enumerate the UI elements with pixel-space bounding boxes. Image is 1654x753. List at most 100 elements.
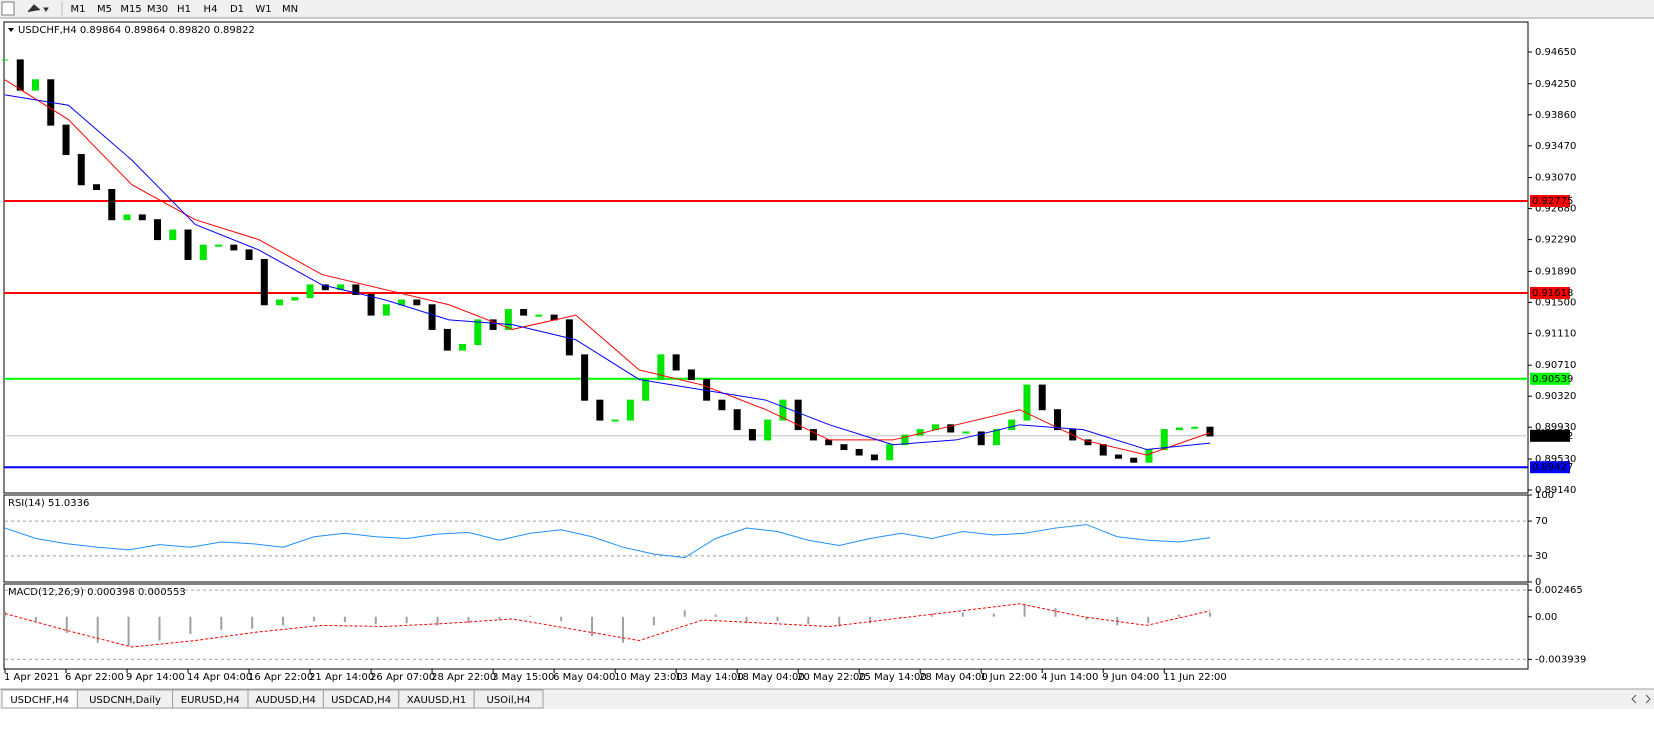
macd-bar (930, 613, 933, 617)
candle (291, 297, 299, 301)
macd-bar (189, 616, 192, 635)
candle (16, 59, 24, 91)
macd-bar (343, 616, 346, 623)
x-tick-label: 21 Apr 14:00 (309, 672, 374, 683)
candle (215, 244, 223, 247)
candle (1053, 409, 1061, 431)
candle (260, 258, 268, 306)
candle (93, 184, 101, 191)
x-tick-label: 9 Jun 04:00 (1102, 672, 1159, 683)
macd-bar (1147, 616, 1150, 624)
macd-bar (714, 614, 717, 617)
x-tick-label: 10 May 23:00 (614, 672, 683, 683)
timeframe-button[interactable]: M15 (120, 4, 141, 15)
macd-signal (4, 603, 1211, 648)
timeframe-button[interactable]: M30 (147, 4, 168, 15)
macd-bar (312, 616, 315, 622)
macd-bar (96, 616, 99, 643)
macd-header: MACD(12,26,9) 0.000398 0.000553 (8, 587, 186, 598)
level-label-bg (1530, 372, 1570, 385)
macd-bar (1209, 612, 1211, 617)
y-tick-label: 0.89530 (1535, 454, 1576, 465)
candle (443, 328, 451, 351)
x-tick-label: 6 May 04:00 (553, 672, 615, 683)
level-label: 0.91618 (1532, 288, 1573, 299)
y-tick-label: 0.94650 (1535, 47, 1576, 58)
tab-label[interactable]: USDCHF,H4 (10, 695, 69, 706)
toolbar (0, 0, 1654, 18)
candle (794, 399, 802, 431)
tab-scroll[interactable] (1631, 694, 1651, 704)
candle (413, 299, 421, 306)
macd-frame (3, 583, 1529, 670)
y-tick-label: 0.92680 (1535, 204, 1576, 215)
main-chart-frame (3, 21, 1529, 494)
macd-bar (220, 616, 223, 630)
level-label-bg (1530, 195, 1570, 208)
timeframe-button[interactable]: MN (282, 4, 298, 15)
y-tick-label: 0.93070 (1535, 173, 1576, 184)
candle (748, 429, 756, 441)
candle (1114, 454, 1122, 459)
candle (352, 284, 360, 295)
candle (1160, 429, 1168, 450)
candle (123, 214, 131, 221)
x-tick-label: 3 May 15:00 (492, 672, 554, 683)
tab-label[interactable]: EURUSD,H4 (181, 695, 240, 706)
timeframe-button[interactable]: D1 (230, 4, 244, 15)
level-label: 0.89427 (1532, 462, 1573, 473)
y-tick-label: 0.93860 (1535, 110, 1576, 121)
timeframe-button[interactable]: M5 (97, 4, 112, 15)
tab-label[interactable]: AUDUSD,H4 (256, 695, 316, 706)
timeframe-button[interactable]: H4 (204, 4, 218, 15)
candle (1130, 457, 1138, 463)
candle (901, 434, 909, 446)
tab-label[interactable]: USDCNH,Daily (89, 695, 161, 706)
y-tick-label: 0.00 (1535, 612, 1557, 623)
candle (382, 304, 390, 316)
moving-average (4, 79, 1211, 456)
candle (169, 229, 177, 241)
candle (779, 399, 787, 421)
y-tick-label: 0.91500 (1535, 297, 1576, 308)
macd-bar (900, 616, 903, 618)
tab[interactable] (473, 689, 544, 709)
y-tick-label: 0.89930 (1535, 422, 1576, 433)
toolbar-icon[interactable] (1, 1, 15, 16)
rsi-frame (3, 494, 1529, 583)
y-tick-label: 0.93470 (1535, 141, 1576, 152)
candle (718, 399, 726, 411)
candle (230, 244, 238, 251)
macd-bar (961, 612, 964, 617)
level-label: 0.90539 (1532, 374, 1573, 385)
tab-label[interactable]: USDCAD,H4 (331, 695, 391, 706)
x-tick-label: 18 May 04:00 (736, 672, 805, 683)
y-tick-label: 0.91890 (1535, 266, 1576, 277)
timeframe-button[interactable]: H1 (177, 4, 191, 15)
candle (611, 419, 619, 422)
tab-label[interactable]: XAUUSD,H1 (407, 695, 466, 706)
y-tick-label: 0.90320 (1535, 391, 1576, 402)
macd-bar (652, 616, 655, 626)
macd-bar (560, 616, 563, 622)
macd-bar (1023, 603, 1026, 617)
candle (657, 354, 665, 381)
candle (199, 244, 207, 260)
macd-bar (251, 616, 254, 629)
macd-bar (374, 616, 377, 625)
candle (504, 309, 512, 330)
candle (367, 293, 375, 316)
macd-bar (405, 616, 408, 624)
level-label-bg (1530, 287, 1570, 300)
x-tick-label: 9 Apr 14:00 (126, 672, 185, 683)
x-tick-label: 26 Apr 07:00 (370, 672, 435, 683)
chart-menu-arrow[interactable] (8, 28, 14, 32)
timeframe-button[interactable]: W1 (255, 4, 271, 15)
y-tick-label: 30 (1535, 551, 1548, 562)
candle (977, 431, 985, 446)
timeframe-button[interactable]: M1 (71, 4, 86, 15)
macd-bar (4, 611, 6, 617)
toolbar-icon[interactable] (27, 4, 49, 13)
tab-label[interactable]: USOil,H4 (487, 695, 531, 706)
